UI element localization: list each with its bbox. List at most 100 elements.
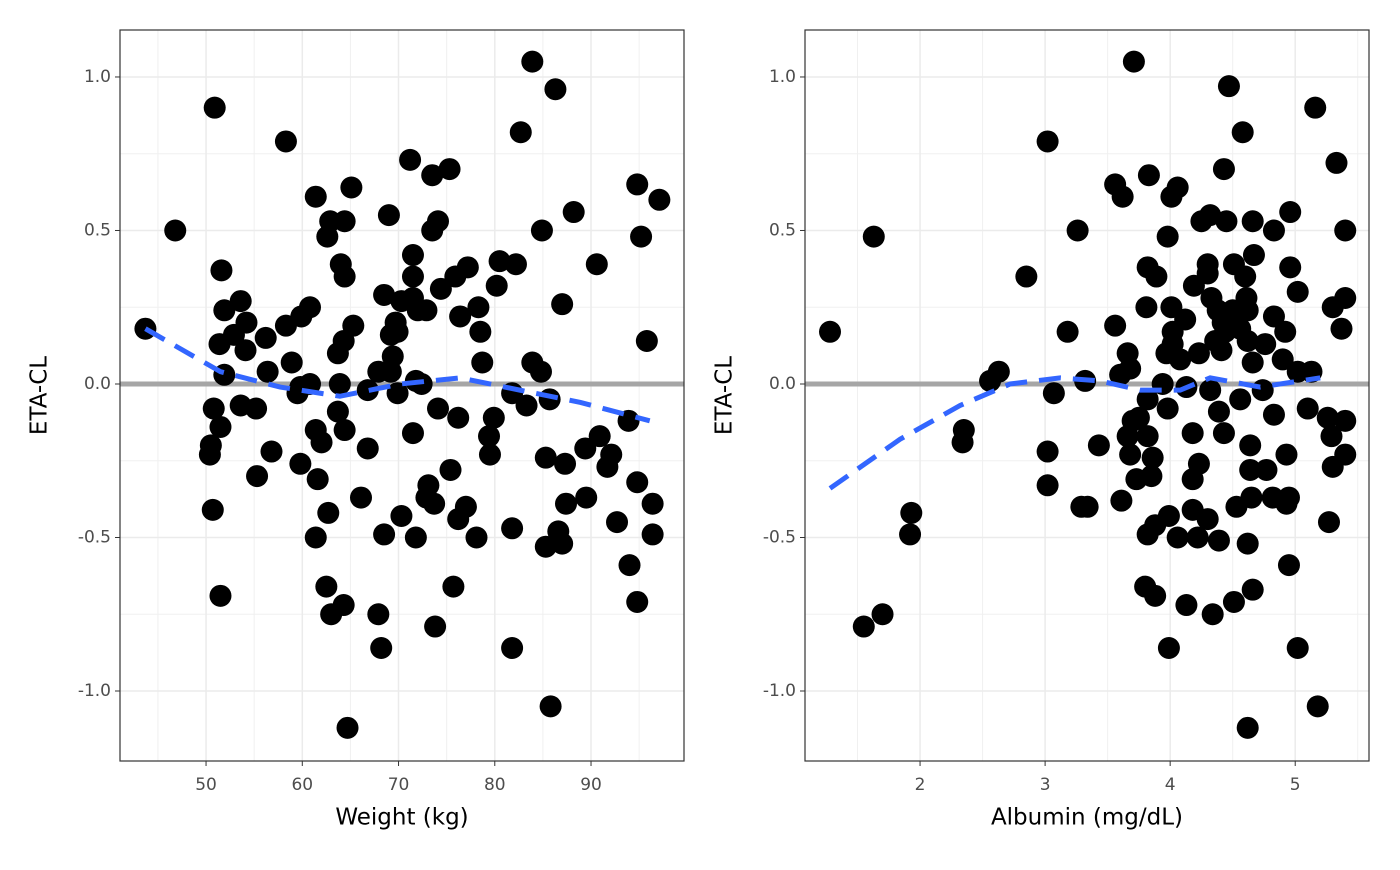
point bbox=[900, 501, 923, 524]
point bbox=[1279, 256, 1302, 279]
point bbox=[246, 465, 269, 488]
smooth-line bbox=[828, 375, 1321, 491]
point bbox=[641, 523, 664, 546]
point bbox=[1201, 603, 1224, 626]
point bbox=[1199, 379, 1222, 402]
point bbox=[326, 342, 349, 365]
x-axis-title: Weight (kg) bbox=[335, 805, 468, 831]
point bbox=[1157, 637, 1180, 660]
point bbox=[356, 379, 379, 402]
point bbox=[401, 265, 424, 288]
point bbox=[1036, 130, 1059, 153]
point bbox=[1066, 219, 1089, 242]
point bbox=[373, 523, 396, 546]
y-tick-label: -0.5 bbox=[78, 527, 111, 547]
point bbox=[471, 351, 494, 374]
point bbox=[1277, 486, 1300, 509]
point bbox=[304, 526, 327, 549]
point bbox=[478, 425, 501, 448]
point bbox=[449, 305, 472, 328]
point bbox=[482, 406, 505, 429]
point bbox=[1279, 201, 1302, 224]
point bbox=[521, 50, 544, 73]
point bbox=[1330, 317, 1353, 340]
x-tick-label: 70 bbox=[388, 775, 410, 795]
point bbox=[530, 219, 553, 242]
point bbox=[1042, 382, 1065, 405]
point bbox=[289, 376, 312, 399]
point bbox=[899, 523, 922, 546]
point bbox=[289, 452, 312, 475]
point bbox=[164, 219, 187, 242]
point bbox=[399, 148, 422, 171]
point bbox=[1181, 468, 1204, 491]
point bbox=[554, 452, 577, 475]
point bbox=[1275, 443, 1298, 466]
point bbox=[1255, 458, 1278, 481]
point bbox=[1140, 465, 1163, 488]
panel-border bbox=[804, 29, 1370, 762]
point bbox=[1110, 489, 1133, 512]
point bbox=[596, 455, 619, 478]
point bbox=[1015, 265, 1038, 288]
point bbox=[852, 615, 875, 638]
point bbox=[585, 253, 608, 276]
point bbox=[1239, 434, 1262, 457]
point bbox=[213, 299, 236, 322]
point bbox=[315, 575, 338, 598]
point bbox=[438, 158, 461, 181]
point bbox=[1242, 244, 1265, 267]
point bbox=[465, 526, 488, 549]
point bbox=[390, 290, 413, 313]
point bbox=[256, 360, 279, 383]
point bbox=[1087, 434, 1110, 457]
point bbox=[1234, 265, 1257, 288]
point bbox=[326, 400, 349, 423]
point bbox=[1186, 526, 1209, 549]
point bbox=[202, 397, 225, 420]
point bbox=[539, 695, 562, 718]
point bbox=[1109, 363, 1132, 386]
point bbox=[306, 468, 329, 491]
point bbox=[606, 511, 629, 534]
point bbox=[1127, 406, 1150, 429]
point bbox=[336, 716, 359, 739]
point bbox=[328, 372, 351, 395]
point bbox=[298, 296, 321, 319]
point bbox=[1241, 578, 1264, 601]
point bbox=[1334, 219, 1357, 242]
point bbox=[390, 505, 413, 528]
point bbox=[1122, 50, 1145, 73]
point bbox=[367, 603, 390, 626]
point bbox=[377, 204, 400, 227]
point bbox=[442, 575, 465, 598]
point bbox=[1166, 176, 1189, 199]
point bbox=[819, 320, 842, 343]
point bbox=[630, 225, 653, 248]
point bbox=[1056, 320, 1079, 343]
point bbox=[1036, 440, 1059, 463]
point bbox=[209, 415, 232, 438]
point bbox=[1321, 296, 1344, 319]
point bbox=[304, 185, 327, 208]
y-tick-label: -0.5 bbox=[763, 527, 796, 547]
point bbox=[1334, 409, 1357, 432]
point bbox=[456, 256, 479, 279]
point bbox=[1317, 511, 1340, 534]
point bbox=[1231, 121, 1254, 144]
smooth-line bbox=[144, 326, 651, 424]
point bbox=[1196, 508, 1219, 531]
x-axis-title: Albumin (mg/dL) bbox=[991, 805, 1183, 831]
point bbox=[1296, 397, 1319, 420]
point bbox=[1174, 308, 1197, 331]
point bbox=[426, 210, 449, 233]
point bbox=[501, 517, 524, 540]
point bbox=[1262, 305, 1285, 328]
point bbox=[386, 382, 409, 405]
point bbox=[509, 121, 532, 144]
point bbox=[618, 554, 641, 577]
point bbox=[469, 320, 492, 343]
point bbox=[1187, 342, 1210, 365]
point bbox=[280, 351, 303, 374]
point bbox=[401, 422, 424, 445]
